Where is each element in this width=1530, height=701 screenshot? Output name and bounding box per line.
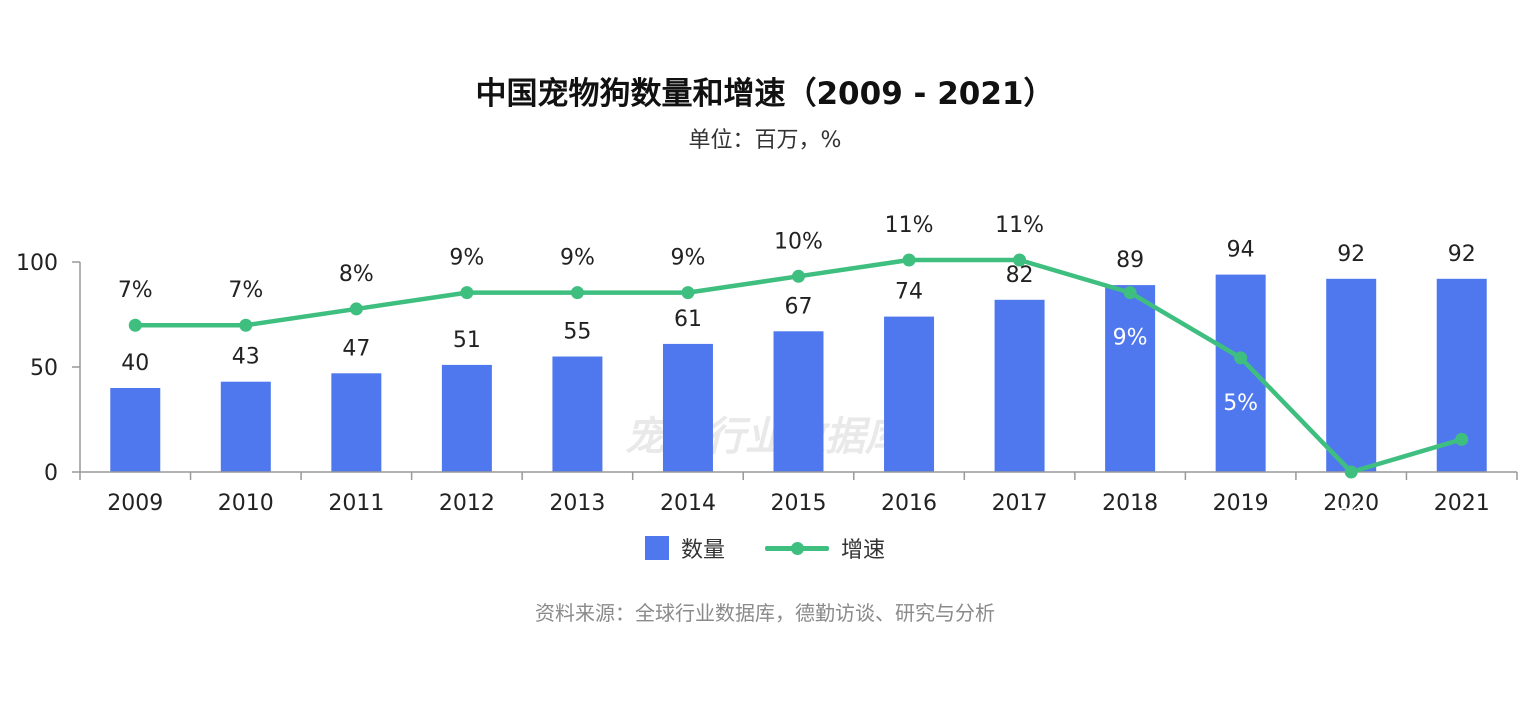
x-tick-label-2018: 2018 bbox=[1102, 491, 1158, 516]
bar-value-2019: 94 bbox=[1227, 238, 1255, 263]
bar-value-2017: 82 bbox=[1006, 263, 1034, 288]
growth-label-2010: 7% bbox=[228, 278, 263, 303]
bar-2016 bbox=[884, 317, 934, 472]
growth-point-2019 bbox=[1234, 351, 1247, 364]
bar-2010 bbox=[221, 382, 271, 472]
growth-label-2020: -2% bbox=[1330, 505, 1373, 530]
bar-2018 bbox=[1105, 285, 1155, 472]
x-tick-label-2017: 2017 bbox=[992, 491, 1048, 516]
bar-2011 bbox=[331, 373, 381, 472]
growth-point-2009 bbox=[129, 319, 142, 332]
bar-2020 bbox=[1326, 279, 1376, 472]
legend-item-growth: 增速 bbox=[765, 532, 885, 564]
growth-label-2009: 7% bbox=[118, 278, 153, 303]
growth-label-2016: 11% bbox=[885, 213, 934, 238]
growth-point-2020 bbox=[1345, 466, 1358, 479]
x-tick-label-2010: 2010 bbox=[218, 491, 274, 516]
growth-point-2010 bbox=[239, 319, 252, 332]
growth-point-2012 bbox=[460, 286, 473, 299]
growth-label-2017: 11% bbox=[995, 213, 1044, 238]
bar-2017 bbox=[995, 300, 1045, 472]
x-tick-label-2015: 2015 bbox=[771, 491, 827, 516]
legend-bar-swatch bbox=[645, 536, 669, 560]
bar-2009 bbox=[110, 388, 160, 472]
y-tick-label-50: 50 bbox=[30, 356, 58, 381]
bar-2012 bbox=[442, 365, 492, 472]
x-tick-label-2016: 2016 bbox=[881, 491, 937, 516]
growth-label-2011: 8% bbox=[339, 262, 374, 287]
legend-bar-label: 数量 bbox=[681, 532, 725, 564]
bar-value-2013: 55 bbox=[563, 320, 591, 345]
growth-label-2014: 9% bbox=[671, 246, 706, 271]
growth-point-2011 bbox=[350, 302, 363, 315]
bar-2013 bbox=[552, 357, 602, 473]
growth-label-2015: 10% bbox=[774, 229, 823, 254]
legend: 数量 增速 bbox=[0, 532, 1530, 564]
growth-label-2019: 5% bbox=[1223, 391, 1258, 416]
x-tick-label-2014: 2014 bbox=[660, 491, 716, 516]
bar-value-2020: 92 bbox=[1337, 242, 1365, 267]
bar-2015 bbox=[774, 331, 824, 472]
growth-label-2018: 9% bbox=[1113, 326, 1148, 351]
bar-value-2021: 92 bbox=[1448, 242, 1476, 267]
bar-value-2009: 40 bbox=[121, 351, 149, 376]
bar-value-2016: 74 bbox=[895, 280, 923, 305]
growth-point-2018 bbox=[1124, 286, 1137, 299]
x-tick-label-2009: 2009 bbox=[107, 491, 163, 516]
legend-line-label: 增速 bbox=[841, 532, 885, 564]
x-tick-label-2012: 2012 bbox=[439, 491, 495, 516]
bar-value-2010: 43 bbox=[232, 345, 260, 370]
x-tick-label-2019: 2019 bbox=[1213, 491, 1269, 516]
x-tick-label-2011: 2011 bbox=[328, 491, 384, 516]
growth-label-2013: 9% bbox=[560, 246, 595, 271]
x-tick-label-2013: 2013 bbox=[549, 491, 605, 516]
source-note: 资料来源：全球行业数据库，德勤访谈、研究与分析 bbox=[0, 597, 1530, 626]
growth-point-2016 bbox=[903, 254, 916, 267]
chart-plot: 宠物行业数据库 0501002009 2010 2011 2012 2013 2014 20… bbox=[0, 0, 1530, 701]
bar-value-2012: 51 bbox=[453, 328, 481, 353]
y-tick-label-0: 0 bbox=[44, 461, 58, 486]
growth-point-2021 bbox=[1455, 433, 1468, 446]
growth-label-2012: 9% bbox=[449, 246, 484, 271]
legend-line-swatch bbox=[765, 536, 829, 560]
bar-value-2014: 61 bbox=[674, 307, 702, 332]
bar-value-2018: 89 bbox=[1116, 248, 1144, 273]
bar-2014 bbox=[663, 344, 713, 472]
legend-item-count: 数量 bbox=[645, 532, 725, 564]
growth-point-2015 bbox=[792, 270, 805, 283]
bar-value-2015: 67 bbox=[785, 294, 813, 319]
bar-value-2011: 47 bbox=[342, 336, 370, 361]
growth-point-2014 bbox=[681, 286, 694, 299]
growth-point-2013 bbox=[571, 286, 584, 299]
y-tick-label-100: 100 bbox=[16, 251, 58, 276]
growth-label-2021: 0% bbox=[1444, 472, 1479, 497]
